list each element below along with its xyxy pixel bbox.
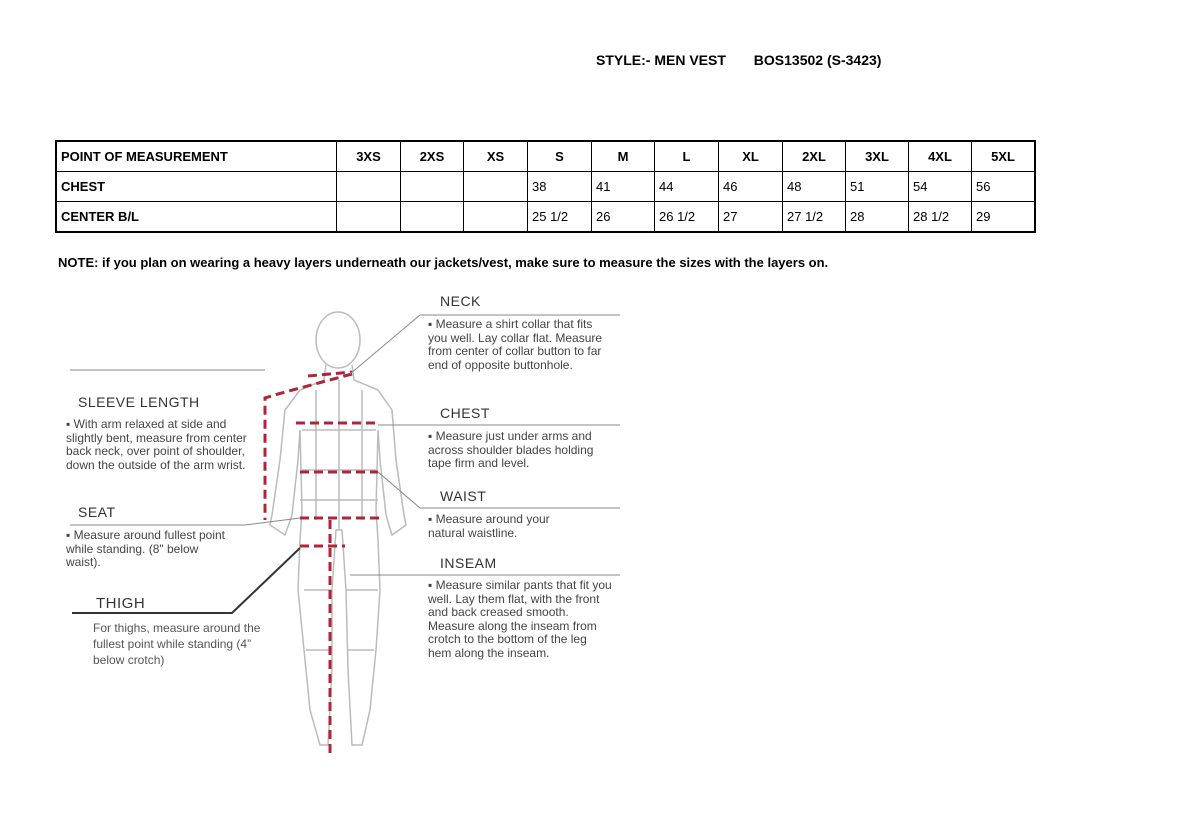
table-cell: 41 (591, 171, 655, 202)
chest-text: ▪ Measure just under arms and across sho… (428, 429, 594, 470)
table-cell: 29 (971, 201, 1036, 233)
column-header: 3XS (336, 140, 401, 172)
column-header: POINT OF MEASUREMENT (55, 140, 337, 172)
table-cell (336, 201, 401, 233)
style-label: STYLE:- MEN VEST (596, 52, 726, 68)
chest-title: CHEST (440, 405, 490, 421)
column-header: XS (463, 140, 528, 172)
table-cell: 25 1/2 (527, 201, 592, 233)
layering-note: NOTE: if you plan on wearing a heavy lay… (58, 255, 829, 270)
body-figure-illustration (70, 311, 620, 755)
table-cell: 56 (971, 171, 1036, 202)
measurement-lines (263, 370, 382, 755)
waist-title: WAIST (440, 488, 487, 504)
sleeve-title: SLEEVE LENGTH (78, 394, 200, 410)
table-cell: 27 1/2 (782, 201, 846, 233)
column-header: 2XS (400, 140, 464, 172)
table-cell: 54 (908, 171, 972, 202)
table-cell: 26 1/2 (654, 201, 719, 233)
table-cell: 28 1/2 (908, 201, 972, 233)
table-cell: 28 (845, 201, 909, 233)
column-header: 2XL (782, 140, 846, 172)
table-cell: 27 (718, 201, 783, 233)
column-header: 4XL (908, 140, 972, 172)
column-header: 5XL (971, 140, 1036, 172)
table-cell: 26 (591, 201, 655, 233)
neck-text: ▪ Measure a shirt collar that fits you w… (428, 317, 603, 372)
seat-text: ▪ Measure around fullest point while sta… (66, 528, 226, 569)
thigh-text: For thighs, measure around the fullest p… (93, 621, 261, 667)
table-cell (336, 171, 401, 202)
neck-title: NECK (440, 293, 481, 309)
sleeve-text: ▪ With arm relaxed at side and slightly … (66, 417, 247, 472)
neck-measure-line (307, 370, 353, 378)
row-label: CENTER B/L (55, 201, 337, 233)
column-header: XL (718, 140, 783, 172)
column-header: 3XL (845, 140, 909, 172)
thigh-title: THIGH (96, 595, 146, 612)
inseam-text: ▪ Measure similar pants that fit you wel… (428, 578, 612, 660)
inseam-title: INSEAM (440, 555, 497, 571)
thigh-leader-line (72, 547, 301, 614)
figure-outline (269, 311, 407, 746)
row-label: CHEST (55, 171, 337, 202)
table-row: CHEST 38 41 44 46 48 51 54 56 (55, 171, 1036, 202)
table-cell: 48 (782, 171, 846, 202)
table-cell (400, 171, 464, 202)
measurement-table: POINT OF MEASUREMENT 3XS 2XS XS S M L XL 2XL 3XL 4… (55, 140, 1036, 233)
column-header: M (591, 140, 655, 172)
waist-text: ▪ Measure around your natural waistline. (428, 512, 550, 540)
table-header-row: POINT OF MEASUREMENT 3XS 2XS XS S M L XL 2XL 3XL 4… (55, 140, 1036, 172)
table-cell: 51 (845, 171, 909, 202)
column-header: S (527, 140, 592, 172)
leader-lines (70, 314, 620, 576)
table-cell: 46 (718, 171, 783, 202)
table-row: CENTER B/L 25 1/2 26 26 1/2 27 27 1/2 28 28 1/2… (55, 201, 1036, 233)
table-cell (463, 201, 528, 233)
style-code: BOS13502 (S-3423) (753, 52, 882, 68)
column-header: L (654, 140, 719, 172)
table-cell (463, 171, 528, 202)
seat-title: SEAT (78, 504, 116, 520)
table-cell: 44 (654, 171, 719, 202)
table-cell (400, 201, 464, 233)
style-header: STYLE:- MEN VEST BOS13502 (S-3423) (596, 52, 905, 68)
table-cell: 38 (527, 171, 592, 202)
